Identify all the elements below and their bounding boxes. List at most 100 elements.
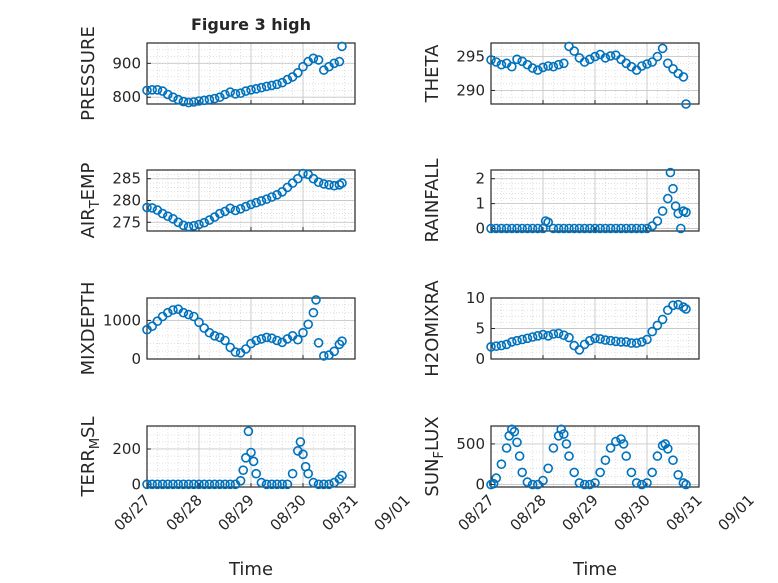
data-point	[618, 439, 629, 449]
data-point	[189, 97, 199, 107]
data-point	[298, 327, 308, 338]
data-point	[681, 304, 691, 314]
data-point	[553, 223, 564, 234]
y-tick-label: 275	[112, 213, 141, 231]
data-point	[189, 479, 199, 490]
data-point	[147, 85, 157, 95]
data-point	[256, 196, 267, 206]
data-point	[590, 478, 600, 488]
data-point	[173, 94, 183, 105]
data-point	[681, 99, 691, 109]
data-point	[595, 334, 606, 344]
data-point	[235, 88, 246, 98]
data-point	[230, 205, 241, 216]
data-point	[318, 479, 329, 490]
data-point	[142, 479, 152, 490]
data-point	[225, 87, 235, 97]
x-tick-label: 08/30	[267, 491, 310, 534]
data-point	[579, 223, 590, 234]
data-point	[334, 56, 345, 67]
data-point	[556, 424, 567, 435]
data-point	[241, 344, 251, 354]
data-point	[681, 207, 691, 218]
y-tick-label: 1000	[103, 311, 141, 329]
data-point	[251, 197, 262, 208]
data-point	[616, 223, 626, 234]
data-point	[272, 190, 282, 200]
data-point	[266, 192, 277, 202]
y-tick-label: 800	[112, 88, 141, 106]
data-point	[564, 451, 574, 461]
data-point	[590, 51, 600, 62]
data-point	[631, 223, 642, 234]
data-point	[194, 219, 204, 230]
data-point	[313, 55, 324, 65]
data-point	[652, 51, 663, 62]
data-point	[543, 217, 554, 228]
x-tick-label: 08/30	[611, 491, 654, 534]
data-point	[621, 451, 632, 461]
data-point	[527, 332, 538, 342]
data-point	[324, 180, 334, 190]
data-point	[636, 479, 647, 490]
data-point	[512, 335, 522, 346]
data-point	[183, 309, 194, 320]
data-point	[261, 194, 272, 204]
data-point	[496, 59, 507, 70]
data-point	[230, 89, 241, 99]
data-point	[337, 470, 347, 481]
data-point	[491, 223, 502, 234]
data-point	[668, 183, 678, 194]
data-point	[678, 72, 689, 82]
data-point	[636, 223, 647, 234]
data-point	[491, 341, 502, 352]
y-tick-label: 0	[475, 350, 485, 368]
data-point	[522, 333, 533, 344]
data-point	[569, 467, 580, 478]
data-point	[329, 346, 340, 357]
data-point	[251, 335, 262, 346]
data-point	[626, 467, 637, 478]
data-point	[303, 319, 314, 330]
data-point	[486, 341, 496, 352]
data-point	[147, 479, 157, 490]
data-point	[313, 177, 324, 187]
data-point	[558, 223, 569, 234]
axes-box	[146, 42, 356, 105]
data-point	[600, 335, 611, 345]
data-point	[488, 478, 499, 489]
data-point	[501, 223, 512, 234]
data-point	[673, 299, 684, 310]
x-tick-label: 08/27	[455, 491, 498, 534]
data-point	[256, 477, 267, 488]
data-point	[569, 223, 580, 234]
data-point	[168, 479, 178, 490]
data-point	[337, 178, 347, 188]
data-point	[163, 89, 173, 100]
figure-title: Figure 3 high	[191, 15, 311, 34]
x-tick-label: 08/29	[559, 491, 602, 534]
data-point	[517, 223, 528, 234]
data-point	[558, 330, 569, 341]
data-point	[238, 465, 248, 476]
data-point	[558, 429, 569, 439]
data-point	[553, 328, 564, 339]
data-point	[225, 203, 235, 214]
data-point	[298, 61, 308, 72]
data-point	[261, 479, 272, 490]
data-point	[235, 475, 246, 486]
y-axis-label-2: AIRTEMP	[78, 162, 103, 238]
data-point	[590, 223, 600, 234]
x-tick-label: 09/01	[371, 491, 414, 534]
data-point	[517, 334, 528, 345]
data-point	[647, 221, 658, 231]
data-point	[215, 92, 225, 102]
data-point	[243, 426, 254, 437]
data-point	[527, 479, 538, 490]
data-point	[605, 335, 616, 346]
data-point	[241, 452, 251, 463]
data-point	[631, 338, 642, 348]
panel-terr-msl: 0 200 TERRMSL 08/27 08/28 08/29 08/30 08/31 09/0…	[78, 416, 414, 534]
data-point	[610, 223, 621, 234]
